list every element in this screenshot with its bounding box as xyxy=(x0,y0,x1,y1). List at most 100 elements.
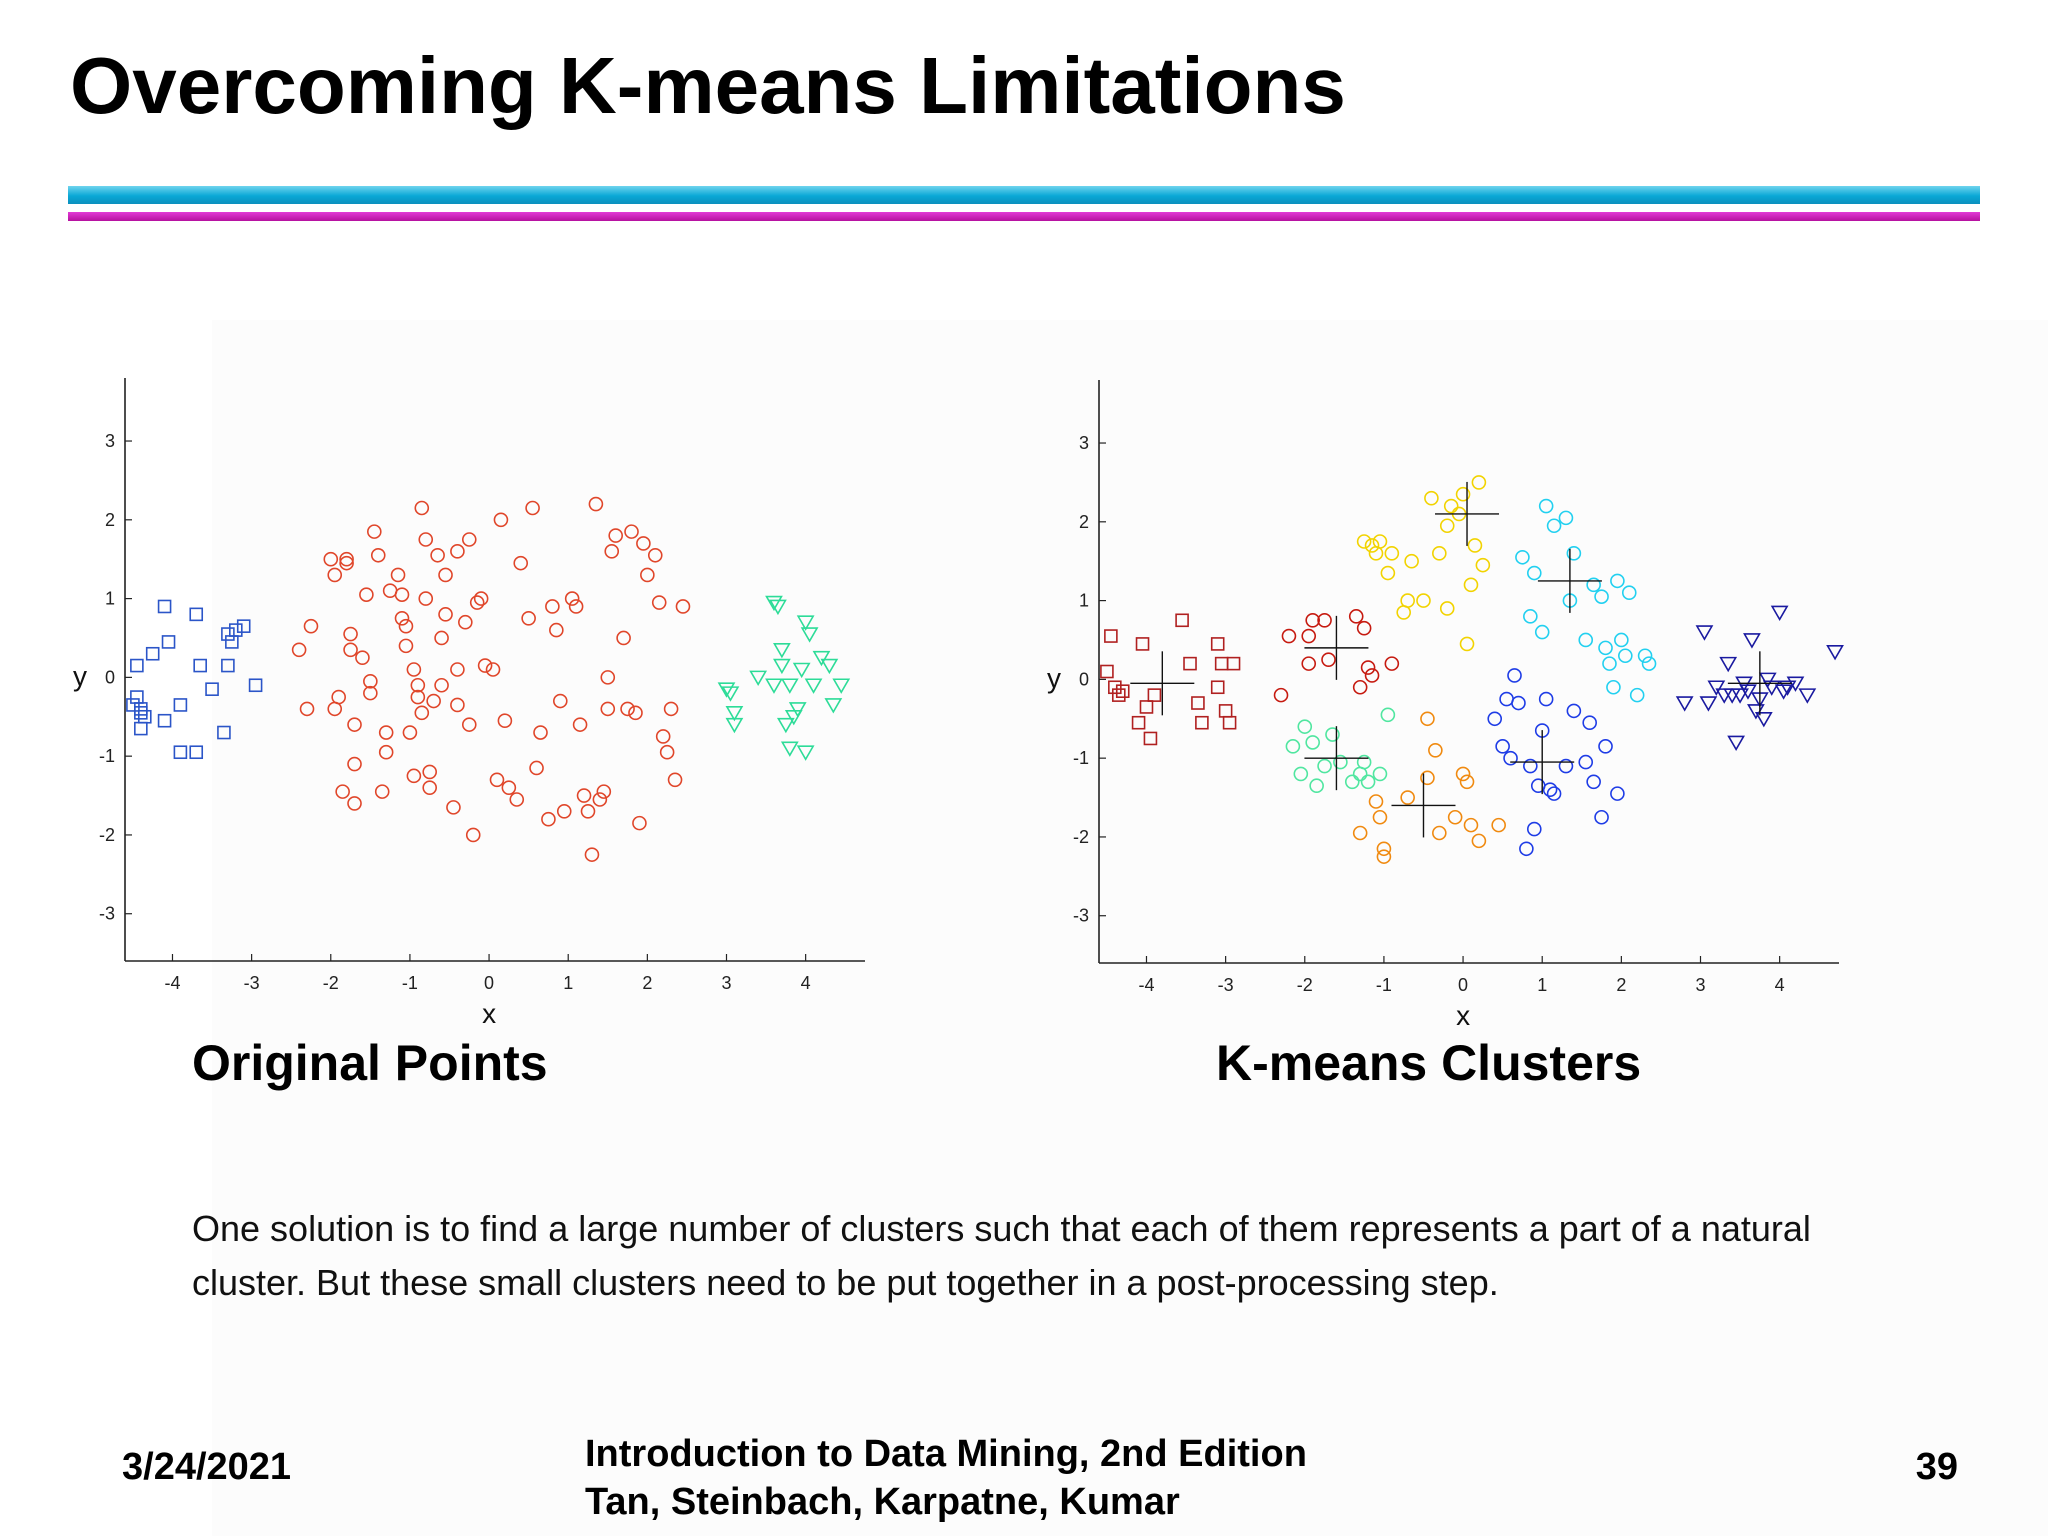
data-point xyxy=(1463,577,1479,593)
footer-book-citation: Introduction to Data Mining, 2nd Edition… xyxy=(585,1430,1307,1526)
data-point xyxy=(1333,754,1348,770)
data-point xyxy=(1621,585,1637,601)
data-point xyxy=(1519,841,1534,857)
data-point xyxy=(1463,817,1479,833)
data-point xyxy=(1526,821,1542,837)
data-point xyxy=(1226,656,1241,671)
data-point xyxy=(394,587,410,602)
data-point xyxy=(1352,825,1368,841)
data-point xyxy=(1723,688,1742,704)
data-point xyxy=(422,780,438,795)
data-point xyxy=(780,678,799,694)
data-point xyxy=(173,698,188,712)
data-point xyxy=(493,512,509,528)
data-point xyxy=(477,658,493,673)
data-point xyxy=(1301,656,1317,671)
data-point xyxy=(1538,691,1554,707)
x-tick-label: 4 xyxy=(801,973,811,993)
data-point xyxy=(564,591,580,606)
data-point xyxy=(584,847,600,862)
data-point xyxy=(465,827,481,843)
data-point xyxy=(1214,656,1229,671)
data-point xyxy=(130,690,144,704)
data-point xyxy=(303,618,319,634)
data-point xyxy=(1491,817,1506,833)
caption-kmeans-clusters: K-means Clusters xyxy=(1216,1035,1642,1091)
data-point xyxy=(1384,546,1400,561)
kmeans-clusters-scatter-plot: -4 -3 -2 -1 0 1 2 3 4 -3 -2 -1 0 1 2 3 x y xyxy=(1047,380,1844,1031)
data-point xyxy=(1400,593,1415,608)
data-point xyxy=(1309,778,1324,794)
data-point xyxy=(1637,648,1653,664)
series-8 xyxy=(1675,605,1844,752)
data-point xyxy=(450,544,465,559)
caption-original-points: Original Points xyxy=(192,1035,548,1091)
data-point xyxy=(1108,680,1122,695)
data-point xyxy=(513,555,529,571)
data-point xyxy=(1578,632,1594,648)
data-point xyxy=(1305,735,1320,750)
data-point xyxy=(796,745,815,761)
data-point xyxy=(434,630,449,646)
y-tick-label: -2 xyxy=(1073,827,1089,847)
data-point xyxy=(616,630,631,646)
data-point xyxy=(1558,758,1574,774)
data-point xyxy=(588,496,604,512)
series-4 xyxy=(1515,498,1657,703)
data-point xyxy=(1602,656,1617,671)
data-point xyxy=(1352,679,1368,695)
centroid-marker xyxy=(1304,726,1369,791)
data-point xyxy=(418,591,434,606)
data-point xyxy=(1614,632,1629,648)
y-tick-label: 0 xyxy=(1079,669,1089,689)
data-point xyxy=(1376,841,1392,857)
data-point xyxy=(721,686,740,702)
data-point xyxy=(1325,727,1340,742)
data-point xyxy=(636,536,651,551)
data-point xyxy=(640,567,655,583)
data-point xyxy=(1747,704,1765,720)
x-tick-label: 1 xyxy=(563,973,573,993)
data-point xyxy=(1297,719,1313,734)
data-point xyxy=(339,555,354,571)
data-point xyxy=(1210,680,1225,695)
data-point xyxy=(1566,703,1582,719)
footer-book-authors: Tan, Steinbach, Karpatne, Kumar xyxy=(585,1481,1180,1523)
data-point xyxy=(1285,739,1301,754)
data-point xyxy=(299,701,315,717)
data-point xyxy=(402,725,418,740)
data-point xyxy=(620,701,635,717)
data-point xyxy=(382,583,398,599)
data-point xyxy=(410,677,426,693)
centroid-marker xyxy=(1510,730,1575,795)
data-point xyxy=(398,638,414,654)
data-point xyxy=(1558,510,1574,526)
data-point xyxy=(1471,833,1487,849)
content-background xyxy=(212,320,2048,1536)
data-point xyxy=(378,744,394,760)
series-2 xyxy=(291,496,691,862)
data-point xyxy=(1439,601,1455,616)
footer-book-title: Introduction to Data Mining, 2nd Edition xyxy=(585,1433,1307,1475)
data-point xyxy=(1439,518,1455,534)
data-point xyxy=(1719,656,1738,673)
data-point xyxy=(1487,711,1503,727)
data-point xyxy=(592,792,608,807)
data-point xyxy=(1317,758,1332,774)
data-point xyxy=(1432,546,1447,561)
data-point xyxy=(1467,538,1483,553)
data-point xyxy=(769,599,787,616)
data-point xyxy=(1699,696,1718,712)
data-point xyxy=(461,532,477,547)
data-point xyxy=(1455,486,1471,502)
data-point xyxy=(414,500,430,516)
data-point xyxy=(189,607,204,622)
data-point xyxy=(1111,688,1126,702)
data-point xyxy=(608,528,623,543)
data-point xyxy=(1495,739,1510,754)
centroid-marker xyxy=(1435,481,1500,546)
y-tick-label: 1 xyxy=(1079,591,1089,611)
data-point xyxy=(655,729,671,744)
data-point xyxy=(1420,711,1435,727)
data-point xyxy=(1384,656,1400,671)
